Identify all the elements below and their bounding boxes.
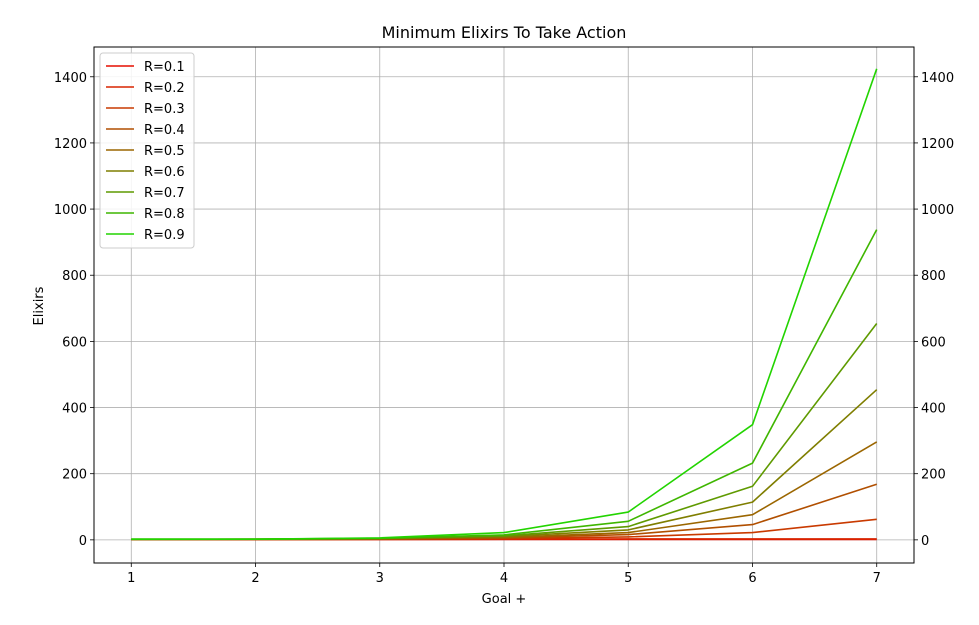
x-tick-label: 2 (251, 571, 259, 586)
legend-entry: R=0.7 (144, 186, 185, 201)
y-axis-left: 0 200 400 600 800 1000 1200 1400 (54, 71, 94, 549)
grid (94, 47, 914, 563)
y-tick-label-right: 400 (921, 402, 946, 417)
x-tick-label: 1 (127, 571, 135, 586)
legend-entry: R=0.1 (144, 60, 185, 75)
y-tick-label: 1400 (54, 71, 87, 86)
y-tick-label: 600 (62, 335, 87, 350)
x-axis-label: Goal + (482, 592, 527, 607)
series-line-9 (131, 68, 878, 541)
x-tick-label: 3 (376, 571, 384, 586)
legend-entry: R=0.6 (144, 165, 185, 180)
x-tick-label: 6 (748, 571, 756, 586)
y-tick-label-right: 200 (921, 468, 946, 483)
legend: R=0.1 R=0.2 R=0.3 R=0.4 R=0.5 R=0.6 R=0.7 R=0.8… (99, 52, 195, 249)
y-axis-right: 0 200 400 600 800 1000 1200 1400 (914, 71, 954, 549)
y-tick-label-right: 1400 (921, 71, 954, 86)
y-tick-label-right: 0 (921, 534, 929, 549)
y-tick-label-right: 600 (921, 335, 946, 350)
chart-title: Minimum Elixirs To Take Action (382, 23, 627, 42)
legend-entry: R=0.2 (144, 81, 185, 96)
x-axis: 1 2 3 4 5 6 7 (127, 563, 881, 586)
legend-entry: R=0.9 (144, 228, 185, 243)
y-tick-label: 0 (79, 534, 87, 549)
legend-box (99, 52, 195, 249)
legend-entry: R=0.8 (144, 207, 185, 222)
y-tick-label-right: 800 (921, 269, 946, 284)
y-tick-label: 1200 (54, 137, 87, 152)
y-tick-label: 800 (62, 269, 87, 284)
y-tick-label: 1000 (54, 203, 87, 218)
series-lines (131, 68, 878, 541)
y-tick-label-right: 1200 (921, 137, 954, 152)
x-tick-label: 7 (873, 571, 881, 586)
x-tick-label: 5 (624, 571, 632, 586)
legend-entry: R=0.5 (144, 144, 185, 159)
y-tick-label: 400 (62, 402, 87, 417)
legend-entry: R=0.4 (144, 123, 185, 138)
y-tick-label: 200 (62, 468, 87, 483)
x-tick-label: 4 (500, 571, 508, 586)
y-axis-label: Elixirs (32, 286, 47, 325)
y-tick-label-right: 1000 (921, 203, 954, 218)
legend-entry: R=0.3 (144, 102, 185, 117)
